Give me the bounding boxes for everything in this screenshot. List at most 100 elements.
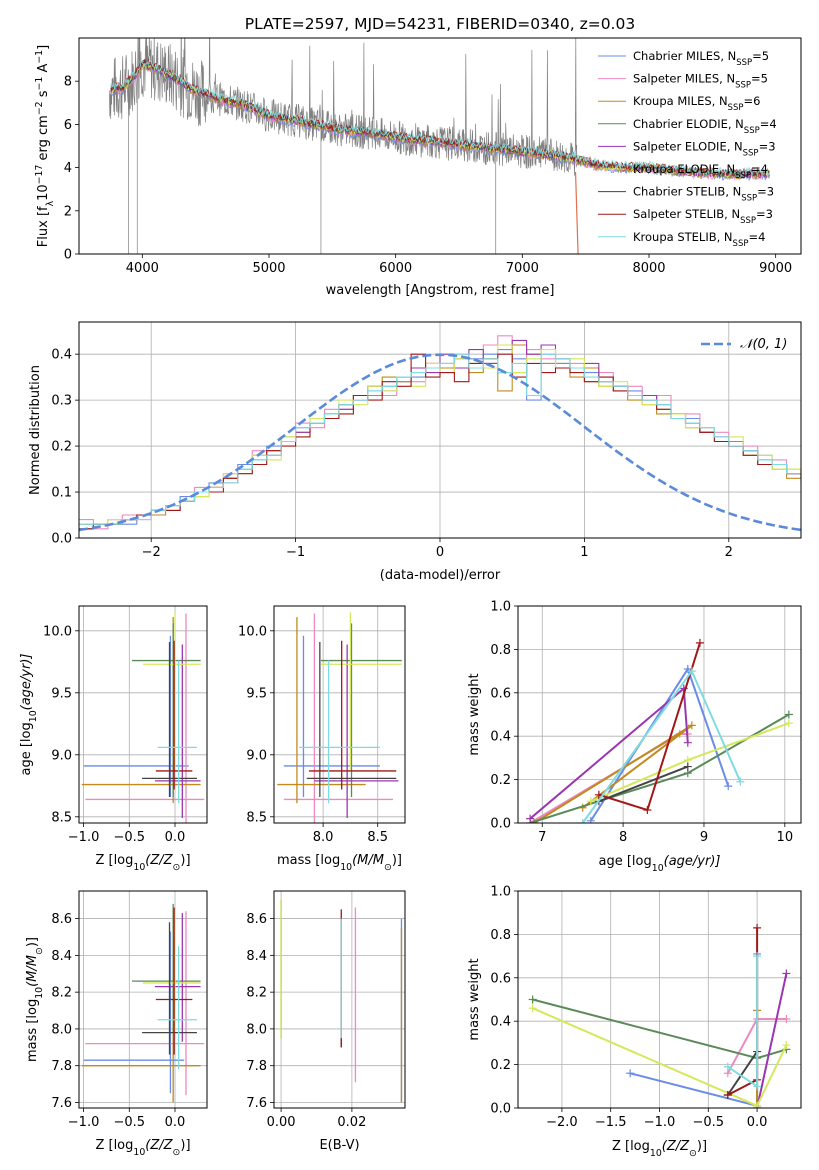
y-tick-label: 7.8	[246, 1059, 267, 1074]
weight-vs-age-chart-plot-area	[526, 638, 793, 823]
y-axis-label-part: (age/yr)]	[19, 654, 34, 711]
mass-vs-extinction-chart-frame	[273, 890, 406, 1109]
series-line	[756, 973, 788, 1108]
x-tick-label: 7000	[506, 261, 539, 276]
legend-entry-count: =6	[743, 94, 760, 108]
x-axis-label-part: ⊙	[384, 862, 392, 873]
y-tick-label: 8.2	[51, 986, 72, 1001]
normal-curve	[79, 353, 801, 532]
y-tick-label: 9.0	[246, 748, 267, 763]
series-point	[626, 1069, 635, 1078]
y-tick-label: 8.0	[246, 1022, 267, 1037]
series-point	[753, 1101, 762, 1108]
x-axis-label-part: ⊙	[173, 862, 181, 873]
x-axis-label-part: (Z/Z	[145, 853, 173, 868]
y-tick-label: 7.6	[51, 1096, 72, 1111]
legend-entry-name: Kroupa MILES, N	[633, 94, 728, 108]
x-axis-label-part: 10	[133, 1147, 145, 1158]
series-point	[782, 1015, 791, 1024]
x-tick-label: 8.5	[367, 830, 388, 845]
series-point	[526, 814, 535, 823]
x-axis-label: Z [log10(Z/Z⊙)]	[612, 1139, 707, 1159]
legend-entry: Chabrier STELIB, NSSP=3	[633, 185, 774, 204]
histogram-step	[79, 353, 801, 530]
y-tick-label: 0.3	[51, 394, 72, 409]
series-point	[578, 819, 587, 823]
figure-title: PLATE=2597, MJD=54231, FIBERID=0340, z=0…	[245, 15, 635, 33]
x-tick-label: 0.0	[747, 1115, 768, 1130]
x-tick-label: −0.5	[113, 830, 145, 845]
y-tick-label: 0.6	[490, 971, 511, 986]
y-tick-label: 10.0	[238, 624, 267, 639]
x-tick-label: 8	[619, 830, 627, 845]
y-tick-label: 8.6	[51, 912, 72, 927]
y-tick-label: 7.8	[51, 1059, 72, 1074]
x-tick-label: −1.0	[68, 830, 100, 845]
x-tick-label: 9	[700, 830, 708, 845]
legend-entry-subscript: SSP	[740, 216, 756, 226]
x-tick-label: −2	[142, 545, 161, 560]
weight-vs-metallicity-chart: −2.0 −1.5 −1.0 −0.5 0.0 0.0 0.2 0.4 0.6 0.8 1.0 Z […	[467, 885, 802, 1159]
x-axis-label: Z [log10(Z/Z⊙)]	[95, 1138, 190, 1158]
legend-entry-name: Chabrier ELODIE, N	[633, 117, 744, 131]
x-tick-label: −2.0	[546, 1115, 578, 1130]
plot-layer: 4000 5000 6000 7000 8000 9000 0 2 4 6 8 wavelength …	[19, 37, 802, 1159]
histogram-step	[79, 335, 801, 530]
y-tick-label: 0.1	[51, 486, 72, 501]
legend-entry-subscript: SSP	[741, 194, 757, 204]
x-tick-label: 10	[777, 830, 794, 845]
legend-entry-name: Chabrier STELIB, N	[633, 185, 741, 199]
x-axis-label-part: 10	[650, 1148, 662, 1159]
legend-entry: 𝒩(0, 1)	[740, 337, 787, 352]
histogram-step	[79, 349, 801, 525]
legend-entry: Salpeter MILES, NSSP=5	[633, 72, 768, 91]
y-tick-label: 2	[64, 204, 72, 219]
legend-entry-subscript: SSP	[736, 58, 752, 68]
y-axis-label-part: 10	[34, 987, 45, 999]
y-tick-label: 0	[64, 248, 72, 263]
y-axis-label-part: Flux [f	[36, 206, 51, 247]
age-vs-metallicity-chart-plot-area	[81, 612, 205, 823]
legend-entry: Salpeter ELODIE, NSSP=3	[633, 139, 776, 158]
y-tick-label: 0.4	[51, 348, 72, 363]
x-axis-label-part: Z [log	[612, 1139, 650, 1154]
x-axis-label-part: age [log	[599, 854, 652, 869]
legend-entry-name: Kroupa STELIB, N	[633, 230, 733, 244]
x-axis-label: mass [log10(M/M⊙)]	[277, 853, 402, 873]
series-point	[753, 1082, 762, 1091]
x-tick-label: −1	[286, 545, 305, 560]
y-tick-label: 8.2	[246, 986, 267, 1001]
y-tick-label: 9.5	[246, 686, 267, 701]
series-point	[643, 805, 652, 814]
age-vs-metallicity-chart-frame	[78, 605, 208, 824]
y-axis-label: Flux [fλ10−17 erg cm−2 s−1 A−1]	[34, 45, 56, 247]
y-tick-label: 9.5	[51, 686, 72, 701]
x-tick-label: 9000	[759, 261, 792, 276]
y-tick-label: 8.5	[246, 810, 267, 825]
x-tick-label: 4000	[126, 261, 159, 276]
x-tick-label: 7	[538, 830, 546, 845]
legend-entry-count: =3	[756, 207, 773, 221]
series-point	[784, 710, 793, 719]
mass-vs-metallicity-chart-frame	[78, 890, 208, 1109]
age-vs-metallicity-chart: −1.0 −0.5 0.08.59.09.510.0Z [log10(Z/Z⊙)]a…	[19, 605, 208, 873]
y-axis-label-part: s	[36, 90, 51, 101]
y-axis-label-part: A	[36, 64, 51, 77]
x-axis-label-part: Z [log	[95, 1138, 133, 1153]
y-axis-label-part: −1	[34, 77, 45, 91]
y-axis-label-part: ]	[36, 45, 51, 50]
y-axis-label: mass weight	[467, 673, 482, 755]
x-axis-label: E(B-V)	[319, 1138, 359, 1153]
y-axis-label-part: age [log	[19, 722, 34, 775]
x-tick-label: 0.0	[165, 1115, 186, 1130]
x-axis-label-part: (M/M	[352, 853, 384, 868]
x-tick-label: 0	[436, 545, 444, 560]
age-vs-mass-chart-plot-area	[277, 612, 402, 823]
spectrum-chart: 4000 5000 6000 7000 8000 9000 0 2 4 6 8 wavelength …	[34, 37, 802, 298]
y-tick-label: 6	[64, 118, 72, 133]
mass-vs-extinction-chart-plot-area	[280, 900, 403, 1103]
legend-entry: Salpeter STELIB, NSSP=3	[633, 207, 773, 226]
x-tick-label: 0.00	[267, 1115, 296, 1130]
legend-entry-name: Salpeter MILES, N	[633, 72, 735, 86]
series-point	[687, 721, 696, 730]
